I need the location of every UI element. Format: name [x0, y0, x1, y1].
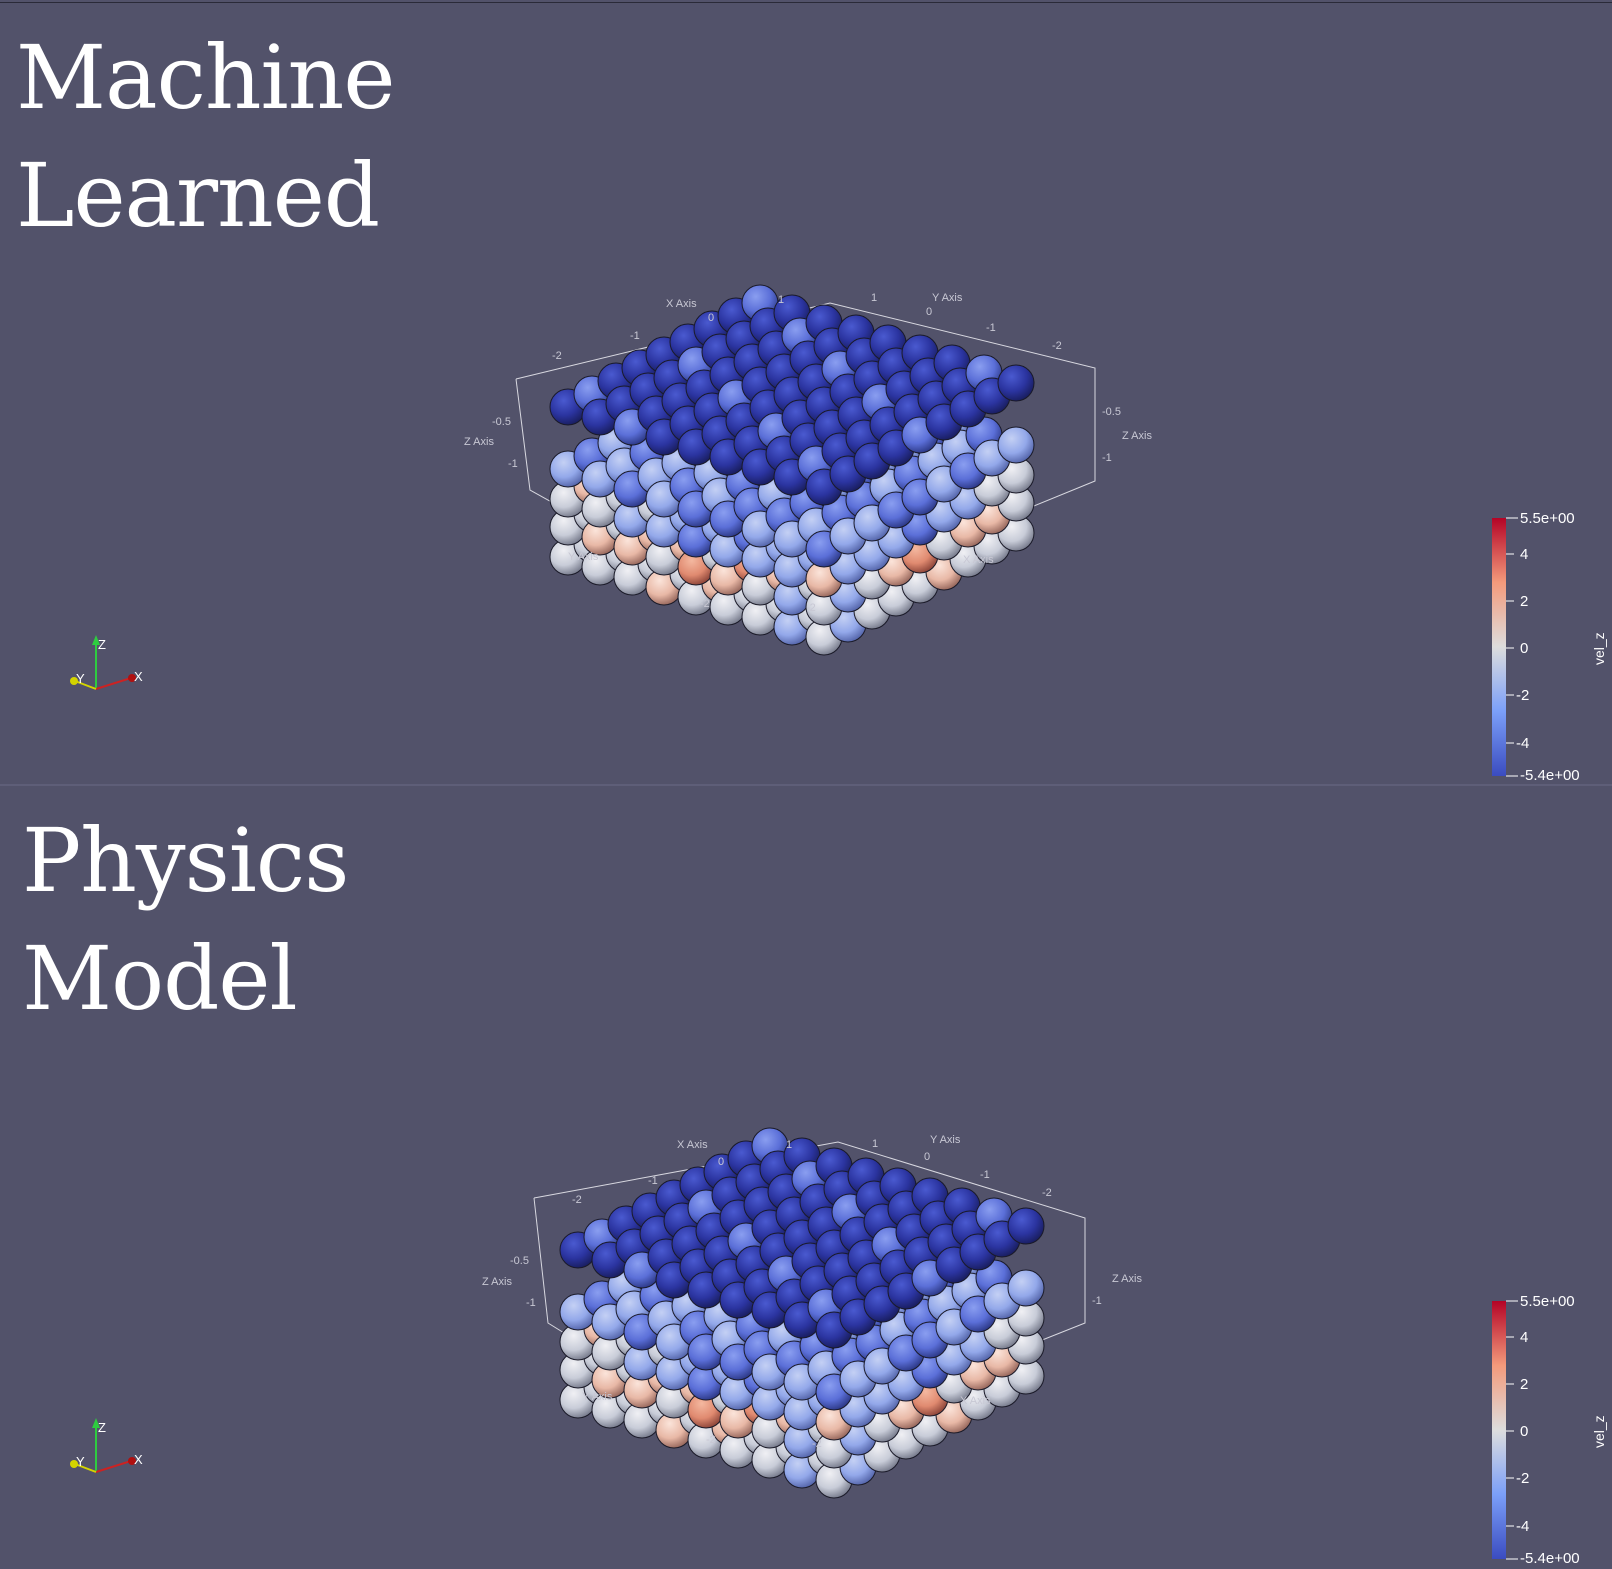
- x-axis-bottom-label: X Axis: [963, 554, 994, 566]
- tick-bottom: -2: [700, 598, 710, 610]
- viewport-divider[interactable]: [0, 784, 1612, 786]
- tick-x-top: -1: [630, 330, 640, 342]
- particle-sphere: [1007, 1207, 1045, 1245]
- particle-spheres: [559, 1127, 1045, 1499]
- color-legend: 5.5e+00 4 2 0 -2 -4 -5.4e+00 vel_z: [1492, 510, 1607, 784]
- colorbar-min-label: -5.4e+00: [1520, 1550, 1580, 1567]
- y-axis-bottom-label: Y Axis: [582, 1391, 613, 1403]
- x-axis-bottom-label: X Axis: [960, 1395, 991, 1407]
- colorbar-tick: 2: [1520, 1376, 1528, 1393]
- orientation-axes-widget: Z Y X: [70, 635, 143, 690]
- tick-y-top: -1: [986, 322, 996, 334]
- colorbar-tick: -4: [1516, 735, 1529, 752]
- tick-x-top: 1: [778, 294, 784, 306]
- z-axis-left-label: Z Axis: [482, 1276, 512, 1288]
- colorbar-tick: 2: [1520, 593, 1528, 610]
- colorbar-tick: 0: [1520, 640, 1528, 657]
- tick-z-left: -1: [508, 458, 518, 470]
- orient-y-label: Y: [76, 671, 85, 686]
- colorbar-tick: -2: [1516, 687, 1529, 704]
- z-axis-left-label: Z Axis: [464, 436, 494, 448]
- colorbar-title: vel_z: [1591, 632, 1607, 665]
- tick-y-top: -1: [980, 1169, 990, 1181]
- colorbar-gradient: [1492, 518, 1506, 776]
- colorbar-tick: -2: [1516, 1470, 1529, 1487]
- x-axis-top-label: X Axis: [666, 298, 697, 310]
- y-axis-top-label: Y Axis: [930, 1134, 961, 1146]
- colorbar-tick: -4: [1516, 1518, 1529, 1535]
- title-line-2: Model: [22, 927, 298, 1030]
- bounding-box: [533, 1141, 1086, 1454]
- particle-sphere: [997, 426, 1035, 464]
- bounding-box: [515, 302, 1096, 619]
- particle-spheres: [549, 284, 1035, 656]
- title-line-1: Machine: [16, 26, 395, 129]
- tick-y-top: -2: [1052, 340, 1062, 352]
- orient-z-label: Z: [98, 637, 106, 652]
- tick-z-right: -0.5: [1102, 406, 1121, 418]
- tick-x-top: -2: [552, 350, 562, 362]
- render-view-physics-model[interactable]: Physics Model X Axis Y Axis Z Axis Z Axi…: [0, 786, 1612, 1569]
- tick-y-top: 0: [924, 1151, 930, 1163]
- orient-x-label: X: [134, 669, 143, 684]
- tick-z-right: -1: [1102, 452, 1112, 464]
- colorbar-title: vel_z: [1591, 1415, 1607, 1448]
- colorbar-max-label: 5.5e+00: [1520, 510, 1575, 527]
- z-axis-right-label: Z Axis: [1112, 1273, 1142, 1285]
- tick-z-left: -0.5: [510, 1255, 529, 1267]
- title-line-1: Physics: [22, 809, 349, 912]
- tick-y-top: 1: [871, 292, 877, 304]
- y-axis-top-label: Y Axis: [932, 292, 963, 304]
- orient-x-label: X: [134, 1452, 143, 1467]
- tick-x-top: -2: [572, 1194, 582, 1206]
- tick-bottom: -2: [812, 1438, 822, 1450]
- tick-z-left: -0.5: [492, 416, 511, 428]
- particle-sphere: [1007, 1269, 1045, 1307]
- x-axis-top-label: X Axis: [677, 1139, 708, 1151]
- panel-title: Physics Model: [22, 802, 349, 1038]
- colorbar-tick: 4: [1520, 546, 1528, 563]
- tick-bottom: -2: [806, 602, 816, 614]
- colorbar-gradient: [1492, 1301, 1506, 1559]
- tick-x-top: 0: [718, 1156, 724, 1168]
- scene-canvas: X Axis Y Axis Z Axis Z Axis Y Axis X Axi…: [70, 1127, 1607, 1567]
- orient-z-label: Z: [98, 1420, 106, 1435]
- color-legend: 5.5e+00 4 2 0 -2 -4 -5.4e+00 vel_z: [1492, 1293, 1607, 1567]
- colorbar-min-label: -5.4e+00: [1520, 767, 1580, 784]
- tick-x-top: 1: [786, 1139, 792, 1151]
- tick-x-top: 0: [708, 312, 714, 324]
- y-axis-bottom-label: Y Axis: [568, 551, 599, 563]
- scene-canvas: X Axis Y Axis Z Axis Z Axis Y Axis X Axi…: [70, 284, 1607, 784]
- colorbar-tick: 0: [1520, 1423, 1528, 1440]
- render-view-machine-learned[interactable]: Machine Learned X Axis Y Axis Z Axis Z A…: [0, 2, 1612, 786]
- title-line-2: Learned: [16, 144, 380, 247]
- tick-y-top: 0: [926, 306, 932, 318]
- tick-y-top: 1: [872, 1138, 878, 1150]
- orientation-axes-widget: Z Y X: [70, 1418, 143, 1473]
- tick-z-left: -1: [526, 1297, 536, 1309]
- colorbar-tick: 4: [1520, 1329, 1528, 1346]
- tick-z-right: -1: [1092, 1295, 1102, 1307]
- tick-y-top: -2: [1042, 1187, 1052, 1199]
- tick-bottom: -2: [706, 1434, 716, 1446]
- panel-title: Machine Learned: [16, 19, 395, 255]
- z-axis-right-label: Z Axis: [1122, 430, 1152, 442]
- orient-y-label: Y: [76, 1454, 85, 1469]
- colorbar-max-label: 5.5e+00: [1520, 1293, 1575, 1310]
- particle-sphere: [997, 364, 1035, 402]
- tick-x-top: -1: [648, 1175, 658, 1187]
